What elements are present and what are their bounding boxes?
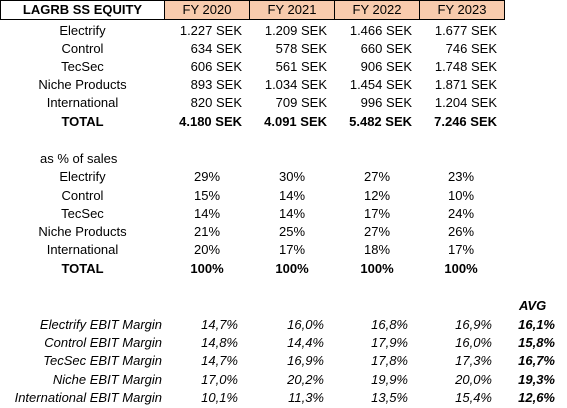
sales-value[interactable]: 1.677 SEK xyxy=(434,23,497,38)
ebit-avg-value[interactable]: 19,3% xyxy=(518,372,555,387)
ebit-value[interactable]: 14,8% xyxy=(201,335,238,350)
share-total-value[interactable]: 100% xyxy=(190,261,224,276)
ebit-avg-value[interactable]: 15,8% xyxy=(518,335,555,350)
sales-value[interactable]: 1.871 SEK xyxy=(434,77,497,92)
share-value[interactable]: 20% xyxy=(193,242,221,257)
share-total-value[interactable]: 100% xyxy=(275,261,309,276)
sales-value[interactable]: 1.227 SEK xyxy=(179,23,242,38)
share-value[interactable]: 27% xyxy=(363,224,391,239)
ebit-value[interactable]: 11,3% xyxy=(288,390,324,405)
ebit-value[interactable]: 14,7% xyxy=(201,353,238,368)
sales-total-label[interactable]: TOTAL xyxy=(61,114,104,129)
ebit-value[interactable]: 16,8% xyxy=(371,317,408,332)
share-label[interactable]: Control xyxy=(61,188,104,203)
year-header-2021[interactable]: FY 2021 xyxy=(249,0,335,20)
year-header-2020[interactable]: FY 2020 xyxy=(164,0,250,20)
sales-value[interactable]: 606 SEK xyxy=(190,59,242,74)
sales-value[interactable]: 660 SEK xyxy=(360,41,412,56)
sales-label[interactable]: Electrify xyxy=(59,23,106,38)
share-value[interactable]: 14% xyxy=(278,206,306,221)
ebit-value[interactable]: 13,5% xyxy=(371,390,408,405)
ebit-value[interactable]: 19,9% xyxy=(371,372,408,387)
share-value[interactable]: 25% xyxy=(278,224,306,239)
share-label[interactable]: Electrify xyxy=(59,169,106,184)
ebit-value[interactable]: 17,3% xyxy=(455,353,492,368)
ebit-value[interactable]: 15,4% xyxy=(455,390,492,405)
sales-label[interactable]: TecSec xyxy=(61,59,104,74)
year-header-2022[interactable]: FY 2022 xyxy=(334,0,420,20)
sales-label[interactable]: Niche Products xyxy=(38,77,127,92)
sales-total-value[interactable]: 5.482 SEK xyxy=(349,114,412,129)
ebit-value[interactable]: 20,2% xyxy=(287,372,324,387)
ebit-value[interactable]: 10,1% xyxy=(201,390,238,405)
share-value[interactable]: 17% xyxy=(278,242,306,257)
share-value[interactable]: 27% xyxy=(363,169,391,184)
share-value[interactable]: 21% xyxy=(193,224,221,239)
sales-label[interactable]: International xyxy=(46,95,119,110)
sales-value[interactable]: 709 SEK xyxy=(275,95,327,110)
share-value[interactable]: 30% xyxy=(278,169,306,184)
sales-value[interactable]: 578 SEK xyxy=(275,41,327,56)
sales-value[interactable]: 906 SEK xyxy=(360,59,412,74)
sales-value[interactable]: 1.034 SEK xyxy=(264,77,327,92)
share-label[interactable]: TecSec xyxy=(61,206,104,221)
sales-total-value[interactable]: 7.246 SEK xyxy=(434,114,497,129)
share-value[interactable]: 17% xyxy=(447,242,475,257)
share-total-value[interactable]: 100% xyxy=(360,261,394,276)
ebit-value[interactable]: 17,0% xyxy=(201,372,238,387)
ebit-label[interactable]: TecSec EBIT Margin xyxy=(43,353,162,368)
sales-value[interactable]: 1.454 SEK xyxy=(349,77,412,92)
ebit-value[interactable]: 20,0% xyxy=(455,372,492,387)
sales-value[interactable]: 996 SEK xyxy=(360,95,412,110)
ebit-avg-value[interactable]: 12,6% xyxy=(518,390,555,405)
sales-value[interactable]: 634 SEK xyxy=(190,41,242,56)
share-value[interactable]: 23% xyxy=(447,169,475,184)
ebit-label[interactable]: Niche EBIT Margin xyxy=(52,372,162,387)
sales-value[interactable]: 893 SEK xyxy=(190,77,242,92)
year-header-2023[interactable]: FY 2023 xyxy=(419,0,505,20)
ebit-avg-value[interactable]: 16,7% xyxy=(518,353,555,368)
ebit-label[interactable]: Control EBIT Margin xyxy=(44,335,162,350)
share-value[interactable]: 29% xyxy=(193,169,221,184)
sales-value[interactable]: 746 SEK xyxy=(445,41,497,56)
share-value[interactable]: 15% xyxy=(193,188,221,203)
ticker-header[interactable]: LAGRB SS EQUITY xyxy=(0,0,165,20)
share-value[interactable]: 12% xyxy=(363,188,391,203)
ebit-value[interactable]: 14,4% xyxy=(287,335,324,350)
share-value[interactable]: 24% xyxy=(447,206,475,221)
sales-value[interactable]: 561 SEK xyxy=(275,59,327,74)
ebit-label[interactable]: International EBIT Margin xyxy=(14,390,162,405)
share-label[interactable]: International xyxy=(46,242,119,257)
sales-total-value[interactable]: 4.091 SEK xyxy=(264,114,327,129)
share-value[interactable]: 10% xyxy=(447,188,475,203)
ebit-value[interactable]: 17,8% xyxy=(371,353,408,368)
ebit-label[interactable]: Electrify EBIT Margin xyxy=(39,317,162,332)
ebit-value[interactable]: 16,9% xyxy=(287,353,324,368)
sales-value[interactable]: 1.204 SEK xyxy=(434,95,497,110)
share-title[interactable]: as % of sales xyxy=(40,151,118,166)
sales-total-value[interactable]: 4.180 SEK xyxy=(179,114,242,129)
sales-label[interactable]: Control xyxy=(61,41,104,56)
sales-value[interactable]: 820 SEK xyxy=(190,95,242,110)
sales-value[interactable]: 1.748 SEK xyxy=(434,59,497,74)
share-value[interactable]: 14% xyxy=(278,188,306,203)
sales-value[interactable]: 1.466 SEK xyxy=(349,23,412,38)
ebit-avg-value[interactable]: 16,1% xyxy=(518,317,555,332)
sales-value[interactable]: 1.209 SEK xyxy=(264,23,327,38)
ebit-value[interactable]: 16,0% xyxy=(287,317,324,332)
share-total-value[interactable]: 100% xyxy=(444,261,478,276)
ebit-value[interactable]: 17,9% xyxy=(371,335,408,350)
avg-header[interactable]: AVG xyxy=(519,298,547,313)
share-label[interactable]: Niche Products xyxy=(38,224,127,239)
ebit-value[interactable]: 16,9% xyxy=(455,317,492,332)
share-value[interactable]: 17% xyxy=(363,206,391,221)
share-value[interactable]: 14% xyxy=(193,206,221,221)
share-total-label[interactable]: TOTAL xyxy=(61,261,104,276)
ebit-value[interactable]: 16,0% xyxy=(455,335,492,350)
share-value[interactable]: 26% xyxy=(447,224,475,239)
share-value[interactable]: 18% xyxy=(363,242,391,257)
ebit-value[interactable]: 14,7% xyxy=(201,317,238,332)
